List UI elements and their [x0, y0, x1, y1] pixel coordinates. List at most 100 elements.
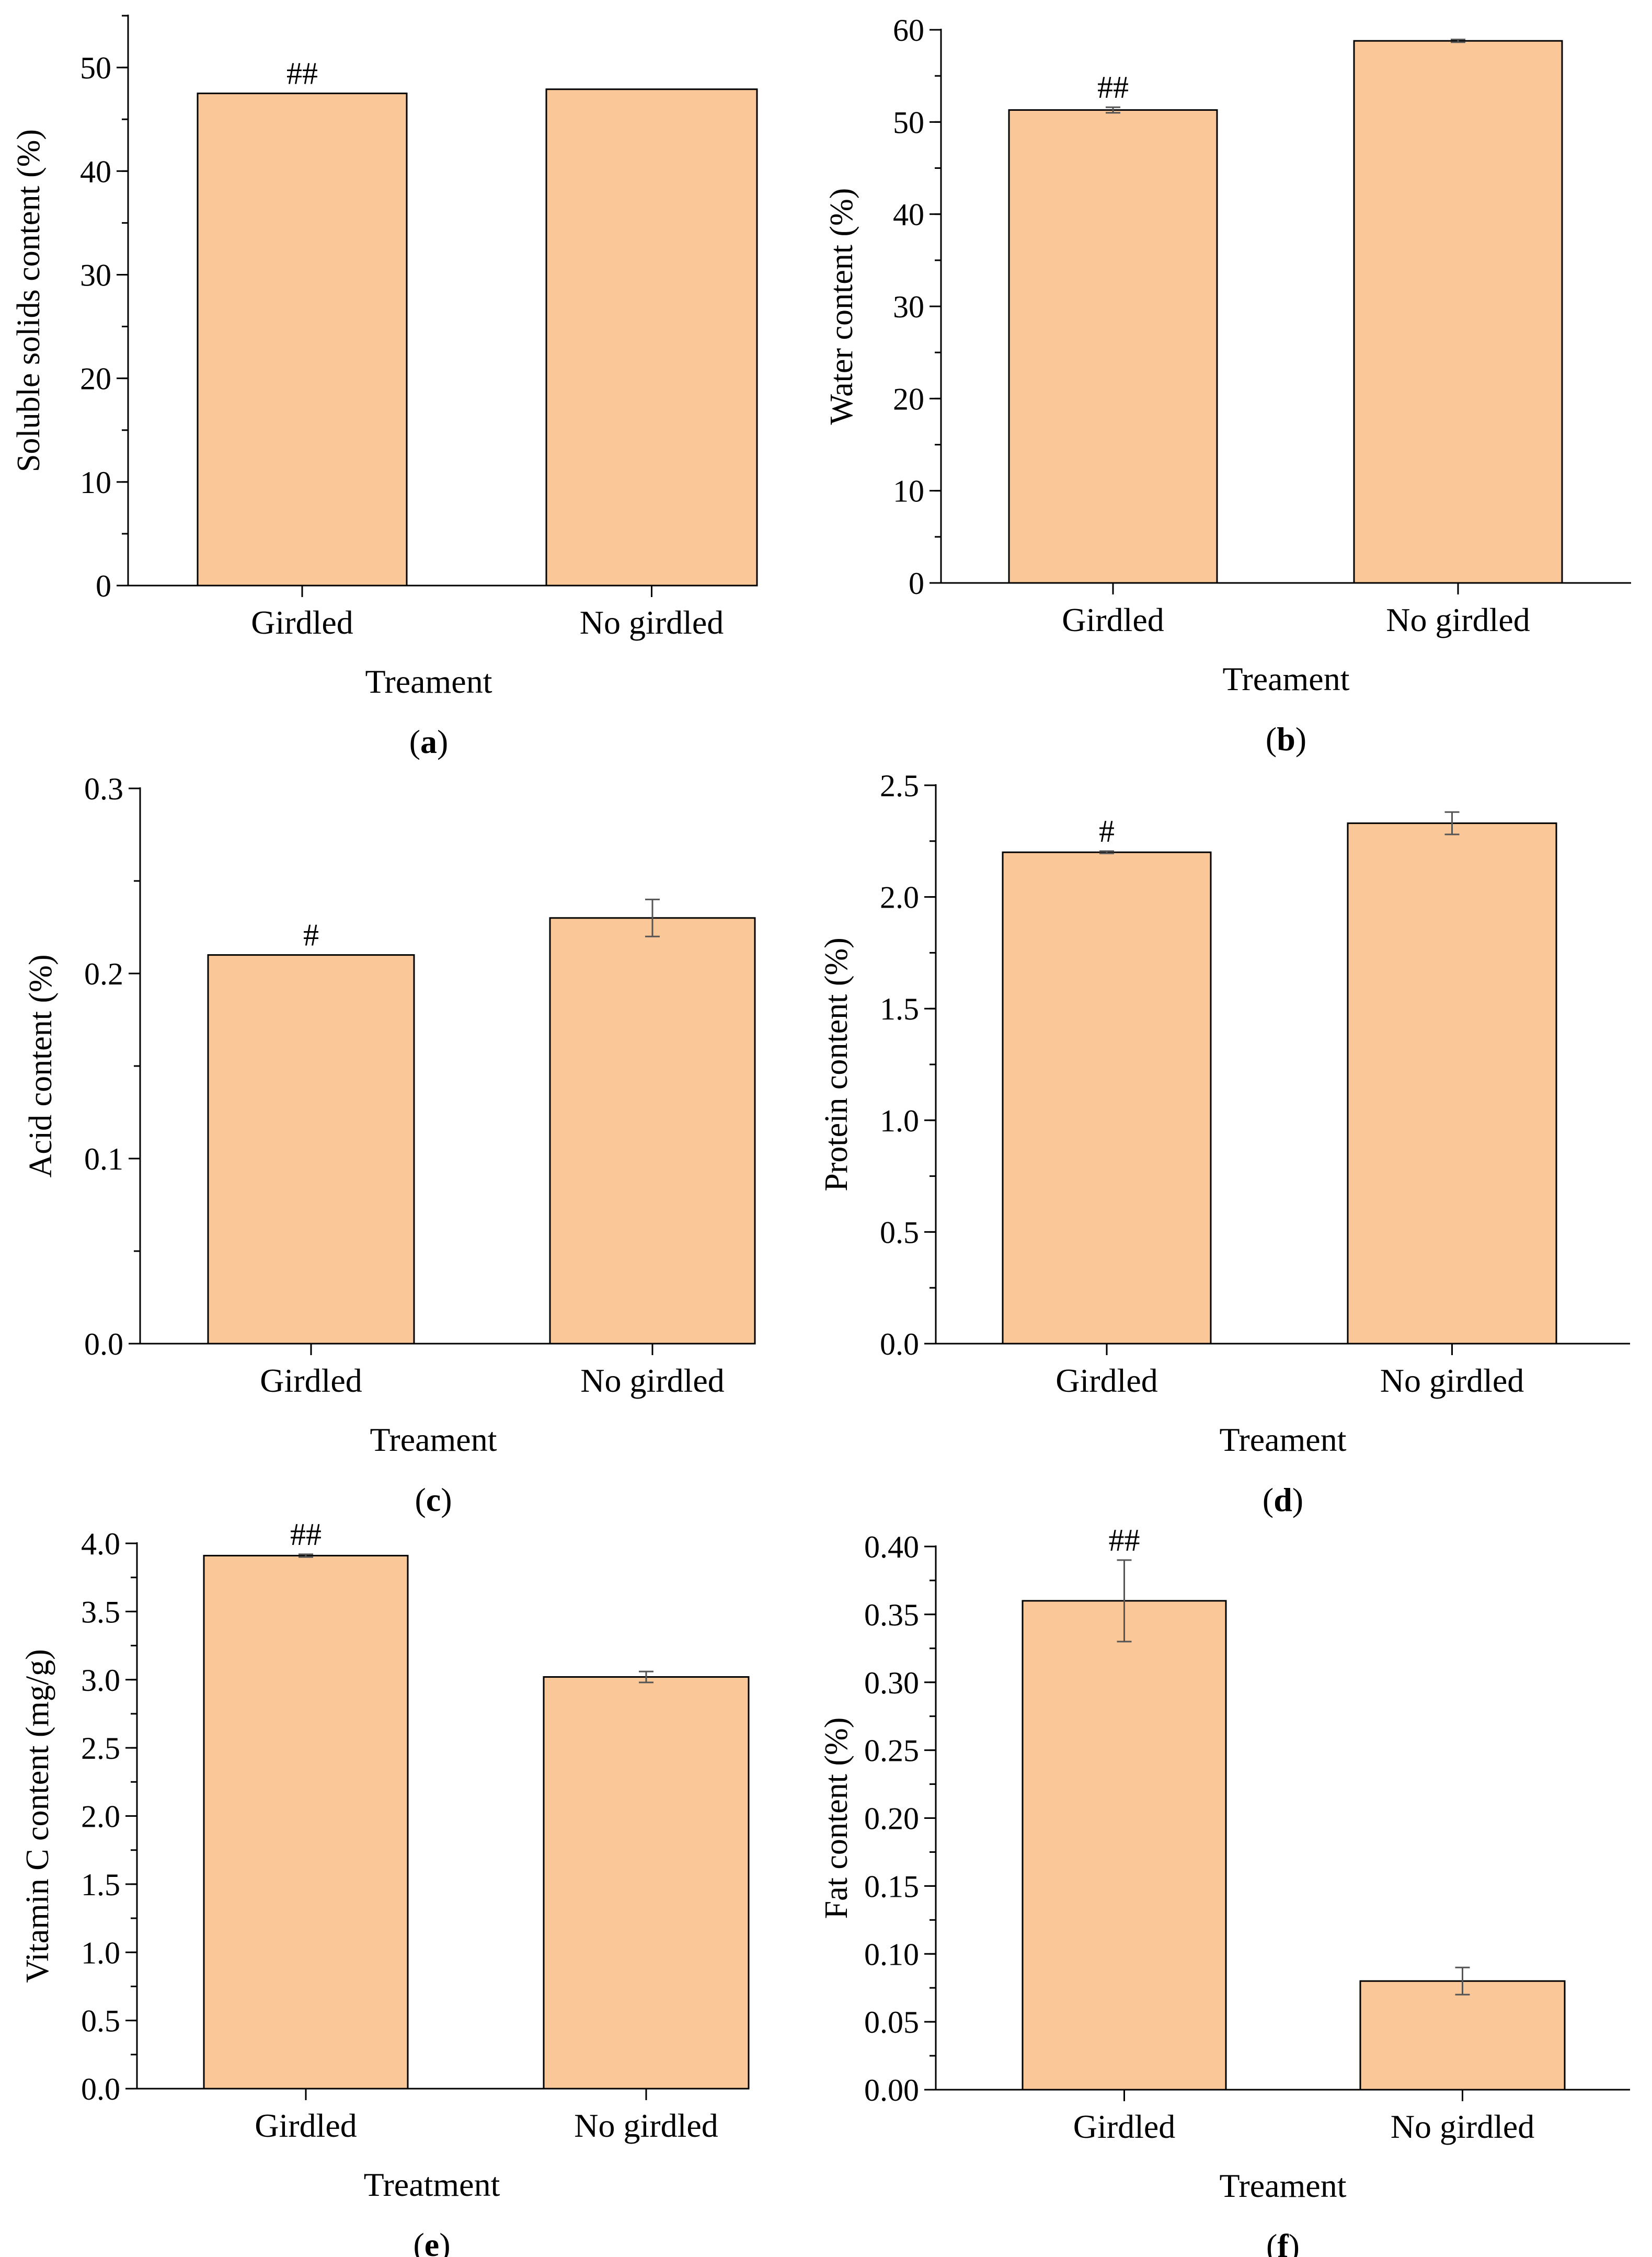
y-tick-label: 0.0: [880, 1327, 919, 1361]
y-axis-title: Acid content (%): [23, 955, 59, 1178]
bar-no-girdled: [545, 88, 758, 587]
x-tick-label: Girdled: [260, 1362, 362, 1399]
chart-panel-b: ## Girdled No girdled 0 10 20 30 40 50 60 Water co…: [824, 13, 1631, 758]
y-tick-label: 40: [893, 198, 924, 232]
y-axis-title: Fat content (%): [819, 1717, 854, 1919]
significance-mark: #: [303, 918, 319, 953]
panel-label: (a): [409, 723, 449, 760]
significance-mark: ##: [1097, 70, 1129, 105]
error-bar-no-girdled: [645, 898, 660, 937]
y-axis-title: Water content (%): [824, 188, 859, 425]
error-bar-no-girdled: [1455, 1966, 1470, 1996]
y-axis-title: Protein content (%): [819, 937, 854, 1191]
y-tick-label: 0.30: [864, 1666, 919, 1700]
y-tick-label: 2.5: [81, 1731, 120, 1766]
y-tick-label: 0.15: [864, 1869, 919, 1904]
x-tick-label: No girdled: [1391, 2108, 1535, 2145]
x-axis-title: Treament: [1223, 660, 1350, 697]
y-tick-label: 3.0: [81, 1663, 120, 1698]
y-tick-label: 1.0: [880, 1104, 919, 1138]
error-bar-girdled: [1117, 1559, 1132, 1643]
y-tick-label: 10: [80, 465, 111, 500]
y-tick-label: 2.0: [81, 1800, 120, 1834]
bar-girdled: [207, 954, 415, 1345]
y-tick-label: 0.0: [84, 1327, 123, 1361]
x-axis-title: Treament: [365, 663, 492, 700]
panel-label: (f): [1266, 2227, 1300, 2257]
x-axis-title: Treament: [370, 1421, 497, 1458]
bar-girdled: [197, 93, 408, 587]
x-tick-label: No girdled: [1386, 601, 1530, 638]
x-tick-label: No girdled: [580, 1362, 725, 1399]
y-tick-label: 3.5: [81, 1595, 120, 1629]
bar-girdled: [1002, 851, 1212, 1345]
y-tick-label: 0: [96, 569, 111, 603]
x-tick-label: Girdled: [1062, 601, 1164, 638]
error-bar-girdled: [1099, 850, 1114, 854]
y-tick-label: 0.3: [84, 772, 123, 806]
y-tick-label: 0.25: [864, 1734, 919, 1768]
chart-panel-c: # Girdled No girdled 0.0 0.1 0.2 0.3 Acid conte…: [23, 772, 756, 1518]
significance-mark: ##: [1109, 1523, 1140, 1557]
x-tick-label: No girdled: [1380, 1362, 1524, 1399]
y-tick-label: 1.5: [880, 992, 919, 1026]
chart-panel-d: # Girdled No girdled 0.0 0.5 1.0 1.5 2.0 2.5 Prot…: [819, 769, 1630, 1518]
x-tick-label: No girdled: [580, 604, 724, 641]
y-tick-label: 50: [893, 105, 924, 140]
x-tick-label: No girdled: [574, 2107, 718, 2144]
y-axis-title: Vitamin C content (mg/g): [20, 1649, 55, 1983]
y-tick-label: 0: [909, 566, 924, 601]
x-tick-label: Girdled: [1056, 1362, 1158, 1399]
y-tick-label: 2.5: [880, 769, 919, 803]
y-tick-label: 40: [80, 154, 111, 189]
y-tick-label: 50: [80, 51, 111, 85]
bar-girdled: [1008, 109, 1218, 584]
panel-label: (b): [1266, 720, 1306, 758]
bar-girdled: [1022, 1600, 1227, 2091]
panel-label: (c): [415, 1481, 452, 1518]
error-bar-no-girdled: [1451, 39, 1465, 43]
x-axis-title: Treatment: [364, 2166, 500, 2203]
y-tick-label: 0.20: [864, 1802, 919, 1836]
y-tick-label: 0.2: [84, 957, 123, 991]
y-tick-label: 0.10: [864, 1937, 919, 1972]
panel-label: (e): [413, 2226, 450, 2257]
chart-panel-f: ## Girdled No girdled 0.00 0.05 0.10 0.15 0.20 0…: [819, 1523, 1630, 2257]
y-tick-label: 20: [80, 362, 111, 396]
x-axis-title: Treament: [1220, 1421, 1347, 1458]
y-tick-label: 10: [893, 474, 924, 509]
x-tick-label: Girdled: [255, 2107, 357, 2144]
y-tick-label: 1.5: [81, 1868, 120, 1902]
error-bar-girdled: [299, 1553, 313, 1558]
y-axis-title: Soluble solids content (%): [11, 129, 47, 472]
x-tick-label: Girdled: [251, 604, 353, 641]
bar-no-girdled: [1347, 822, 1557, 1345]
bar-no-girdled: [1359, 1980, 1566, 2091]
y-tick-label: 0.0: [81, 2072, 120, 2106]
y-tick-label: 30: [80, 258, 111, 292]
error-bar-girdled: [1106, 106, 1120, 114]
y-tick-label: 20: [893, 382, 924, 416]
bar-no-girdled: [549, 917, 756, 1345]
y-tick-label: 1.0: [81, 1935, 120, 1970]
y-tick-label: 2.0: [880, 880, 919, 915]
y-tick-label: 0.00: [864, 2073, 919, 2107]
error-bar-no-girdled: [639, 1670, 653, 1683]
x-tick-label: Girdled: [1073, 2108, 1176, 2145]
significance-mark: ##: [290, 1517, 322, 1552]
y-tick-label: 0.05: [864, 2005, 919, 2040]
error-bar-no-girdled: [1444, 811, 1460, 835]
significance-mark: ##: [286, 56, 318, 91]
significance-mark: #: [1099, 814, 1115, 849]
x-axis-title: Treament: [1220, 2167, 1347, 2204]
y-tick-label: 0.5: [880, 1215, 919, 1250]
chart-panel-e: ## Girdled No girdled 0.0 0.5 1.0 1.5 2.0 2.5 3.0…: [20, 1517, 750, 2257]
y-tick-label: 30: [893, 290, 924, 324]
chart-panel-a: ## Girdled No girdled 0 10 20 30 40 50 Soluble so…: [11, 15, 758, 760]
bar-girdled: [203, 1554, 409, 2090]
bar-no-girdled: [1353, 40, 1563, 584]
y-tick-label: 0.40: [864, 1530, 919, 1564]
y-tick-label: 0.5: [81, 2004, 120, 2038]
panel-label: (d): [1263, 1481, 1303, 1518]
